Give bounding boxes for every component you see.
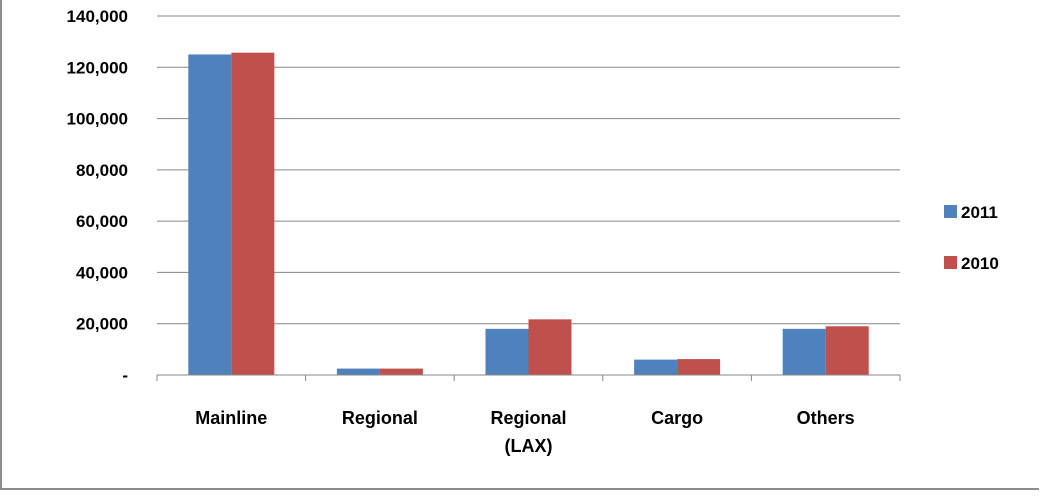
y-tick-label: 120,000 xyxy=(67,58,128,77)
bar-2011-4 xyxy=(782,328,826,375)
bar-2010-3 xyxy=(677,359,721,375)
bar-2010-4 xyxy=(825,326,869,375)
y-tick-label: - xyxy=(122,366,128,385)
y-tick-label: 140,000 xyxy=(67,7,128,26)
bar-2011-1 xyxy=(336,368,380,375)
bars xyxy=(188,52,869,376)
legend-label-2011: 2011 xyxy=(961,203,998,222)
x-category-label: Mainline xyxy=(195,408,267,428)
y-tick-label: 100,000 xyxy=(67,110,128,129)
x-axis-category-labels: Mainline Regional Regional (LAX) Cargo Others xyxy=(195,408,854,456)
y-axis-tick-labels: - 20,000 40,000 60,000 80,000 100,000 120,000 1… xyxy=(67,7,128,385)
bar-2011-2 xyxy=(485,328,529,375)
legend-label-2010: 2010 xyxy=(961,254,999,273)
x-category-label: Others xyxy=(797,408,855,428)
y-tick-label: 80,000 xyxy=(76,161,128,180)
x-category-label: (LAX) xyxy=(505,436,553,456)
x-category-label: Regional xyxy=(342,408,418,428)
bar-2010-0 xyxy=(231,52,275,376)
legend-swatch-2010 xyxy=(944,256,957,269)
bar-2011-0 xyxy=(188,54,232,375)
bar-2010-2 xyxy=(528,319,572,375)
legend-swatch-2011 xyxy=(944,205,957,218)
bar-2010-1 xyxy=(379,368,423,375)
x-category-label: Regional xyxy=(490,408,566,428)
y-tick-label: 60,000 xyxy=(76,212,128,231)
y-tick-label: 20,000 xyxy=(76,315,128,334)
y-tick-label: 40,000 xyxy=(76,263,128,282)
gridlines xyxy=(157,15,900,325)
x-axis xyxy=(156,374,901,381)
legend: 2011 2010 xyxy=(944,203,999,273)
x-category-label: Cargo xyxy=(651,408,703,428)
bar-2011-3 xyxy=(634,359,678,375)
